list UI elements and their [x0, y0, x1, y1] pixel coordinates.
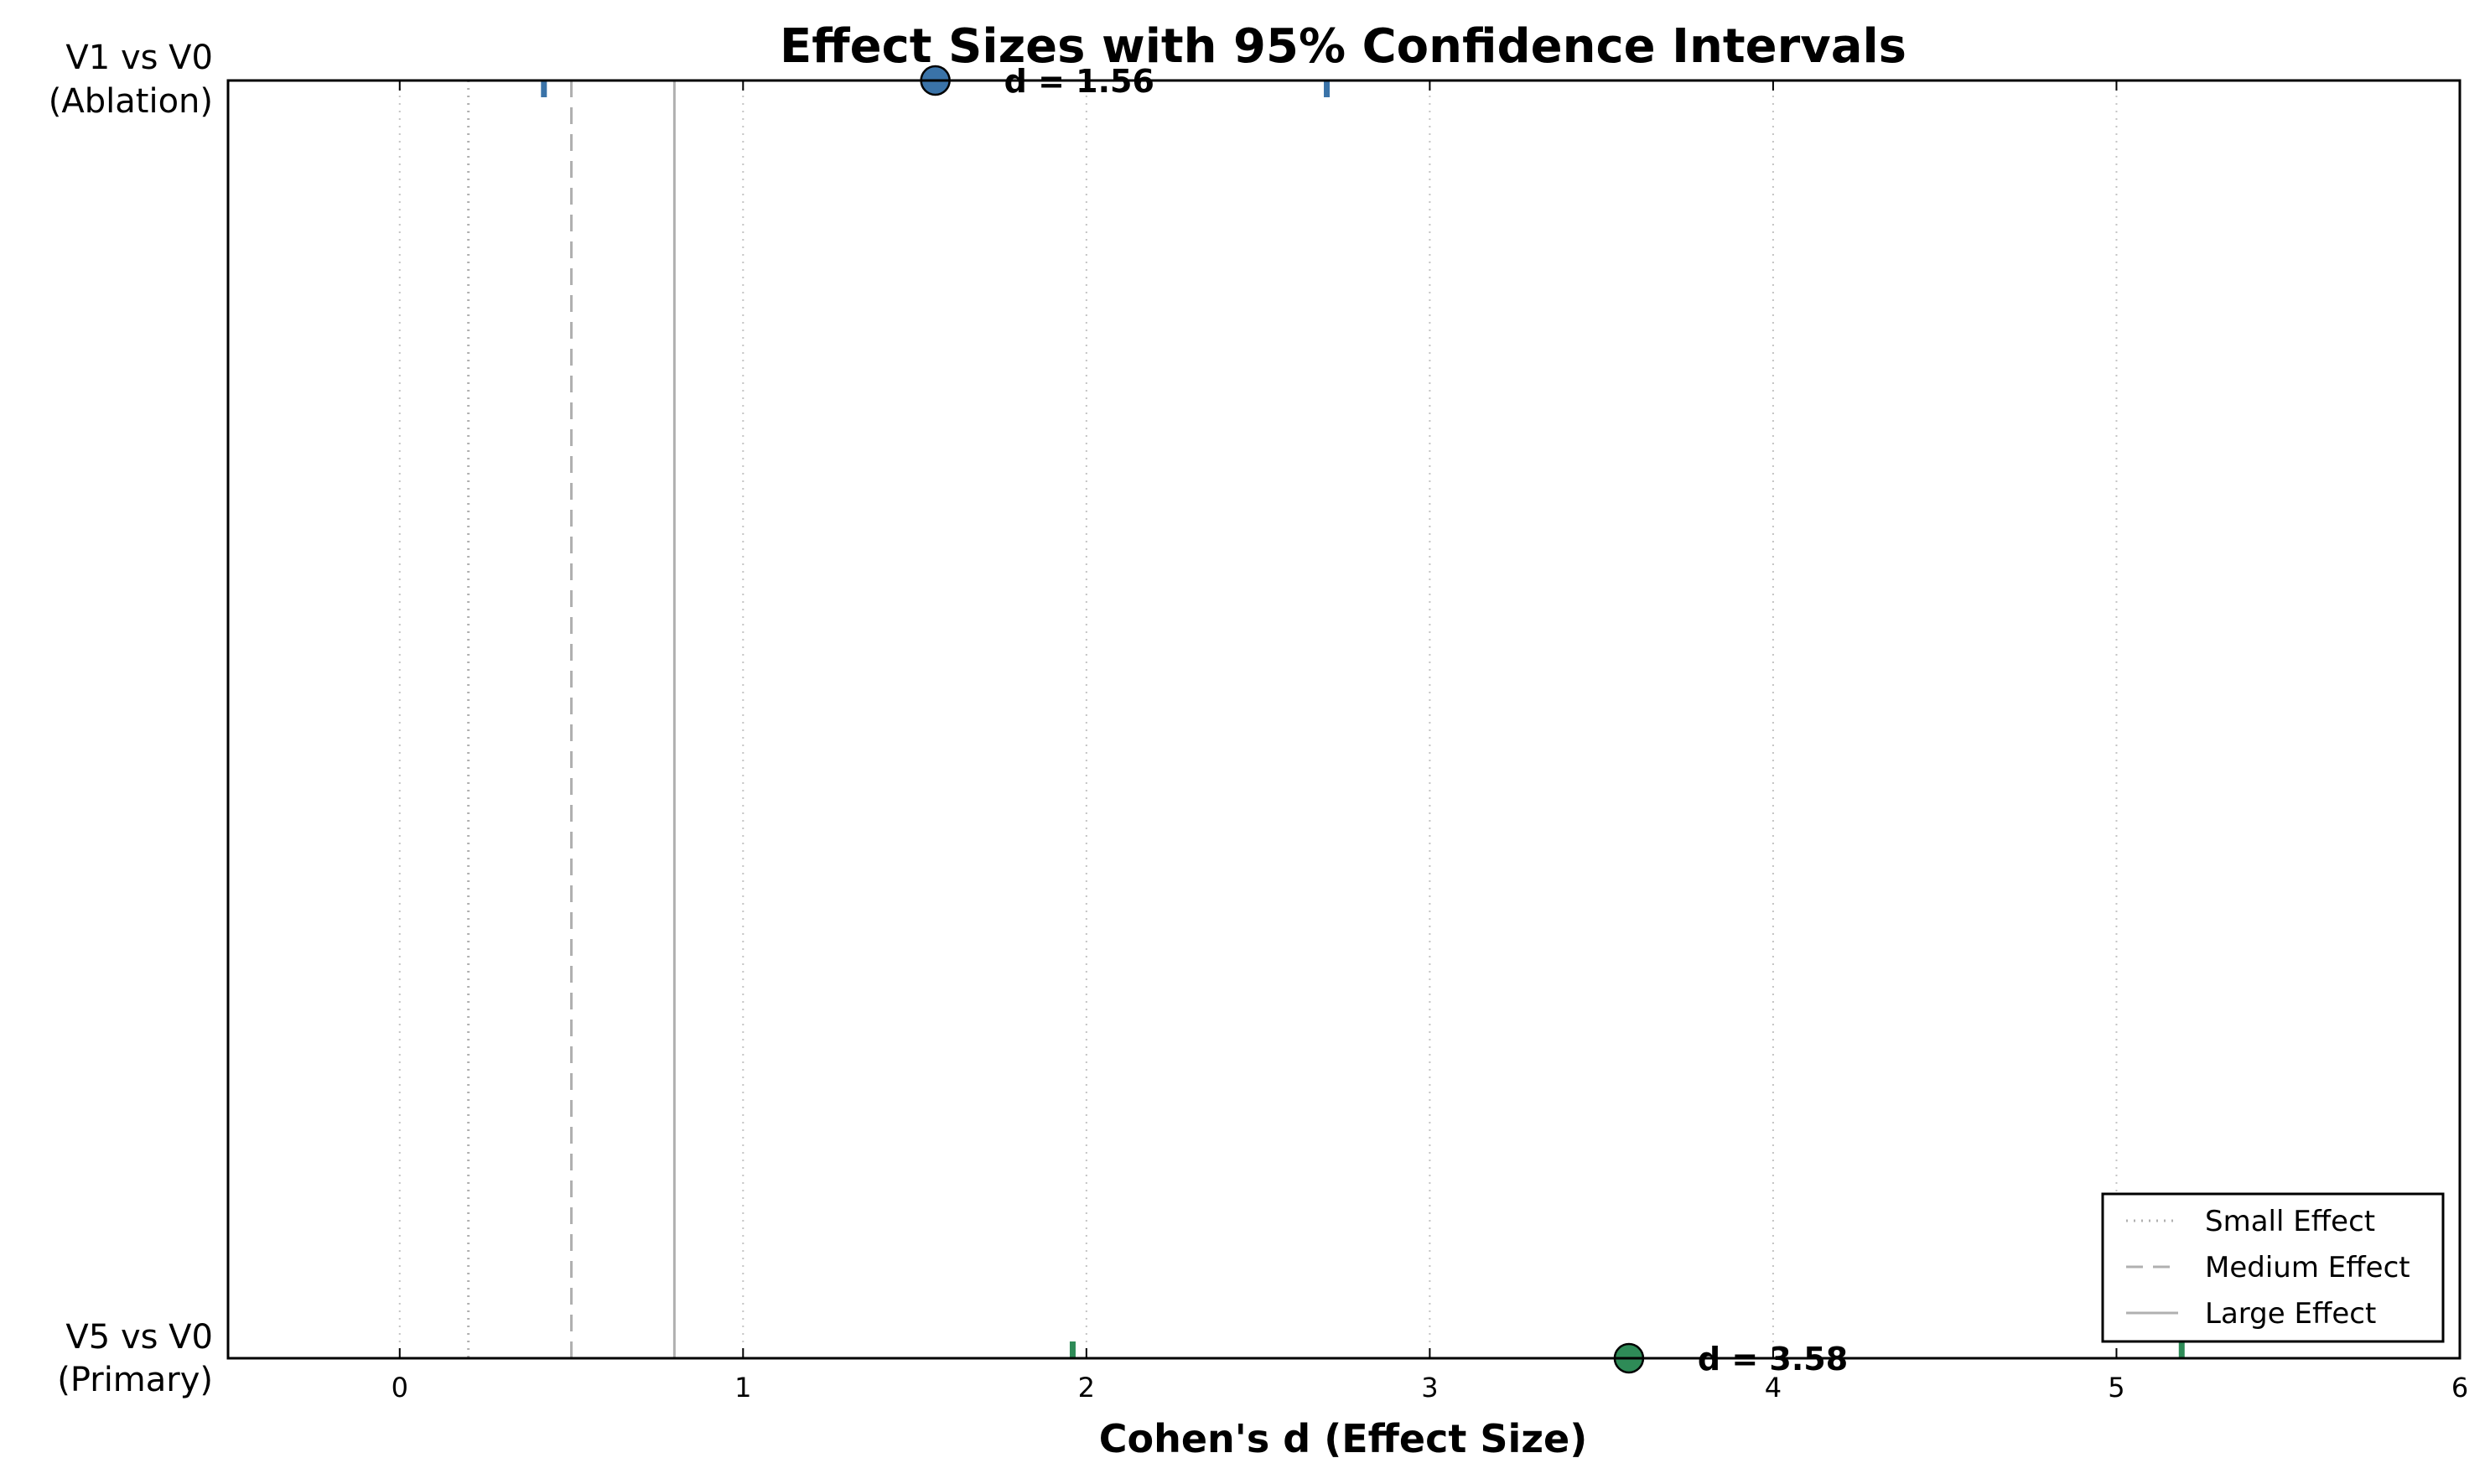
y-tick-label-v5-line1: V5 vs V0 — [65, 1318, 213, 1357]
x-tick-label-6: 6 — [2451, 1372, 2468, 1404]
legend-label-medium-effect: Medium Effect — [2205, 1251, 2410, 1284]
legend-label-small-effect: Small Effect — [2205, 1205, 2375, 1238]
plot-area: d = 1.56d = 3.580 1 2 3 4 5 6 — [226, 63, 2468, 1404]
x-tick-label-2: 2 — [1078, 1372, 1095, 1404]
x-tick-label-1: 1 — [734, 1372, 751, 1404]
legend-label-large-effect: Large Effect — [2205, 1297, 2376, 1331]
x-tick-label-0: 0 — [392, 1372, 408, 1404]
x-axis-label: Cohen's d (Effect Size) — [1099, 1416, 1588, 1461]
chart-title: Effect Sizes with 95% Confidence Interva… — [780, 19, 1906, 74]
y-tick-labels: V1 vs V0 (Ablation) V5 vs V0 (Primary) — [49, 39, 213, 1399]
y-tick-label-v5-line2: (Primary) — [57, 1361, 213, 1399]
y-tick-label-v1-line2: (Ablation) — [49, 82, 213, 121]
y-tick-label-v1-line1: V1 vs V0 — [65, 39, 213, 77]
legend: Small Effect Medium Effect Large Effect — [2101, 1192, 2445, 1343]
x-tick-label-4: 4 — [1765, 1372, 1782, 1404]
x-tick-label-3: 3 — [1421, 1372, 1438, 1404]
axes-frame — [226, 79, 2461, 1360]
x-tick-label-5: 5 — [2108, 1372, 2124, 1404]
